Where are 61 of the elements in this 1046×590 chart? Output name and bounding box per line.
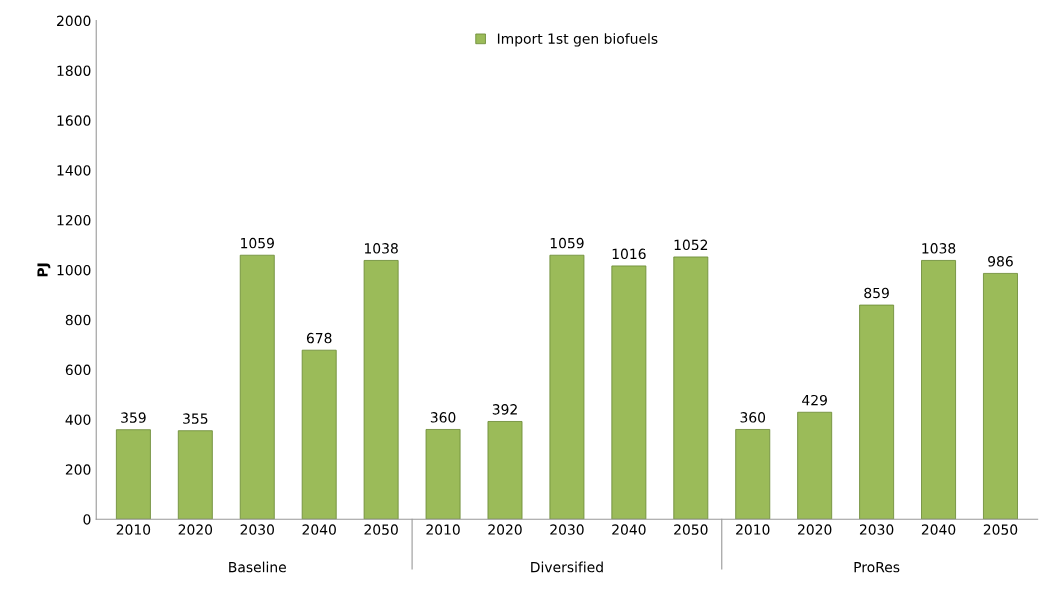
data-label: 1016 (612, 248, 646, 260)
bar (425, 429, 461, 520)
y-tick-label: 800 (65, 314, 91, 326)
data-label: 392 (492, 404, 517, 415)
data-label: 360 (430, 412, 456, 423)
x-tick-label: 2050 (364, 524, 398, 535)
data-label: 359 (121, 412, 146, 423)
y-tick-label: 0 (83, 514, 91, 525)
bar (611, 265, 647, 520)
x-tick-label: 2010 (116, 524, 151, 535)
text: Baseline (229, 561, 286, 573)
data-label: 1059 (241, 237, 274, 249)
bar (363, 260, 399, 520)
y-tick-label: 600 (65, 364, 91, 376)
bar (735, 429, 771, 520)
x-tick-label: 2010 (736, 524, 770, 535)
data-label: 360 (740, 412, 766, 423)
bar (487, 421, 523, 520)
data-label: 859 (864, 287, 889, 299)
x-tick-label: 2040 (612, 524, 646, 535)
data-label: 678 (306, 332, 332, 344)
data-label: 986 (988, 256, 1013, 267)
y-tick-label: 1200 (57, 215, 91, 226)
bar (177, 430, 213, 520)
bar (921, 260, 956, 520)
x-tick-label: 2030 (240, 524, 275, 535)
y-axis-title: PJ (37, 263, 51, 277)
y-tick-label: 200 (65, 464, 91, 475)
text: Diversified (531, 561, 603, 573)
bar (797, 411, 833, 520)
data-label: 1038 (922, 243, 956, 254)
bar (239, 254, 275, 520)
y-tick-label: 1400 (57, 165, 91, 176)
data-label: 1052 (674, 239, 708, 251)
x-tick-label: 2020 (488, 524, 522, 535)
x-tick-label: 2030 (550, 524, 584, 535)
x-tick-label: 2040 (921, 524, 956, 535)
x-tick-label: 2020 (798, 524, 832, 535)
x-tick-label: 2050 (983, 524, 1018, 535)
bar (673, 256, 709, 520)
x-tick-label: 2040 (302, 524, 336, 535)
x-tick-label: 2050 (674, 524, 708, 535)
x-tick-label: 2020 (178, 524, 213, 535)
data-label: 1038 (364, 243, 398, 254)
text: ProRes (854, 562, 900, 573)
data-label: 1059 (550, 237, 584, 249)
bar (549, 254, 585, 520)
bar (859, 304, 895, 520)
legend-label: Import 1st gen biofuels (497, 33, 658, 47)
x-tick-label: 2030 (859, 524, 894, 535)
data-label: 355 (183, 413, 208, 424)
x-tick-label: 2010 (426, 524, 460, 535)
y-tick-label: 2000 (57, 15, 91, 27)
y-tick-label: 1000 (57, 264, 91, 276)
bar (115, 429, 151, 520)
y-tick-label: 400 (65, 414, 91, 425)
bar (301, 349, 337, 520)
y-tick-label: 1600 (57, 115, 91, 126)
y-tick-label: 1800 (57, 65, 91, 76)
bar (983, 272, 1018, 520)
data-label: 429 (802, 394, 827, 406)
